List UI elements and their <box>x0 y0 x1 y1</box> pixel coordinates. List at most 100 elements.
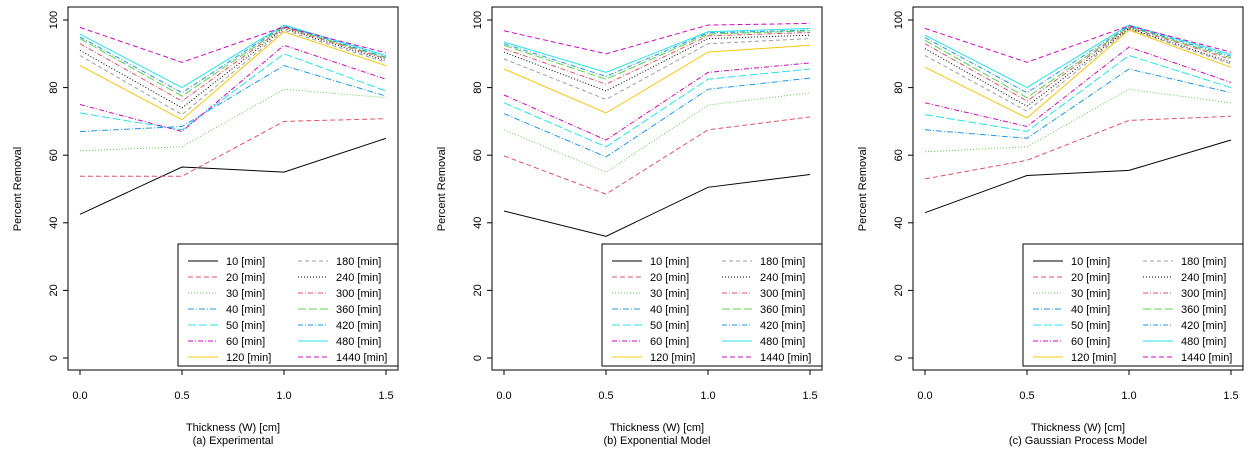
legend-box <box>601 243 823 367</box>
x-tick-label: 0.5 <box>598 390 613 402</box>
plot-frame <box>67 6 399 371</box>
chart-caption: (c) Gaussian Process Model <box>1009 435 1147 447</box>
series-line-360-min <box>503 30 811 80</box>
chart-caption: (b) Exponential Model <box>603 435 710 447</box>
legend-entry: 40 [min] <box>650 304 689 316</box>
legend-entry: 300 [min] <box>760 288 805 300</box>
x-tick-label: 0.0 <box>72 390 87 402</box>
series-line-1440-min <box>79 26 387 63</box>
y-tick-label: 80 <box>472 81 484 93</box>
chart-caption: (a) Experimental <box>193 435 274 447</box>
legend-entry: 180 [min] <box>336 256 381 268</box>
x-tick-label: 0.5 <box>174 390 189 402</box>
series-line-40-min <box>924 68 1232 139</box>
y-tick-label: 60 <box>48 149 60 161</box>
series-line-40-min <box>503 77 811 158</box>
x-axis-label: Thickness (W) [cm] <box>186 422 280 434</box>
y-tick-label: 80 <box>48 81 60 93</box>
series-line-360-min <box>924 26 1232 99</box>
x-tick-label: 1.5 <box>1223 390 1238 402</box>
legend-entry: 30 [min] <box>1071 288 1110 300</box>
legend-entry: 480 [min] <box>760 336 805 348</box>
y-tick-label: 80 <box>893 81 905 93</box>
y-tick-label: 20 <box>48 284 60 296</box>
legend-entry: 120 [min] <box>1071 352 1116 364</box>
y-tick-label: 20 <box>893 284 905 296</box>
legend-entry: 50 [min] <box>650 320 689 332</box>
legend-entry: 60 [min] <box>226 336 265 348</box>
x-tick-label: 1.5 <box>378 390 393 402</box>
legend-box <box>177 243 399 367</box>
legend-entry: 420 [min] <box>760 320 805 332</box>
series-line-30-min <box>79 88 387 152</box>
series-line-30-min <box>503 92 811 173</box>
series-line-300-min <box>503 32 811 85</box>
legend-entry: 50 [min] <box>226 320 265 332</box>
y-tick-label: 60 <box>472 149 484 161</box>
series-line-50-min <box>503 68 811 148</box>
legend-entry: 20 [min] <box>650 272 689 284</box>
legend-entry: 60 [min] <box>1071 336 1110 348</box>
legend-entry: 360 [min] <box>336 304 381 316</box>
legend-entry: 300 [min] <box>336 288 381 300</box>
series-line-420-min <box>79 25 387 94</box>
legend-entry: 240 [min] <box>1181 272 1226 284</box>
legend-entry: 240 [min] <box>336 272 381 284</box>
x-tick-label: 1.5 <box>802 390 817 402</box>
series-line-1440-min <box>503 22 811 55</box>
legend-box <box>1022 243 1244 367</box>
y-tick-label: 0 <box>48 355 60 361</box>
series-line-180-min <box>79 29 387 116</box>
chart-panel-a: 0 20 40 60 80 100 0.0 0.5 1.0 1.5 Percent Removal T… <box>12 6 399 447</box>
chart-panel-b: 0 20 40 60 80 100 0.0 0.5 1.0 1.5 Percent Removal T… <box>436 6 823 447</box>
series-line-480-min <box>503 27 811 73</box>
x-tick-label: 0.5 <box>1019 390 1034 402</box>
series-line-20-min <box>924 115 1232 180</box>
x-tick-label: 1.0 <box>700 390 715 402</box>
plot-frame <box>491 6 823 371</box>
y-tick-label: 0 <box>472 355 484 361</box>
plot-frame <box>912 6 1244 371</box>
series-line-480-min <box>924 24 1232 89</box>
legend-entry: 120 [min] <box>226 352 271 364</box>
series-line-50-min <box>79 53 387 131</box>
legend-entry: 420 [min] <box>336 320 381 332</box>
series-line-60-min <box>503 62 811 141</box>
x-tick-label: 0.0 <box>917 390 932 402</box>
legend-entry: 10 [min] <box>650 256 689 268</box>
legend-entry: 240 [min] <box>760 272 805 284</box>
y-tick-label: 0 <box>893 355 905 361</box>
x-tick-label: 0.0 <box>496 390 511 402</box>
series-line-180-min <box>924 28 1232 112</box>
series-line-360-min <box>79 26 387 97</box>
legend-entry: 480 [min] <box>336 336 381 348</box>
series-line-1440-min <box>924 25 1232 63</box>
legend-entry: 50 [min] <box>1071 320 1110 332</box>
legend-entry: 480 [min] <box>1181 336 1226 348</box>
legend-entry: 420 [min] <box>1181 320 1226 332</box>
series-line-10-min <box>503 174 811 237</box>
legend-entry: 180 [min] <box>1181 256 1226 268</box>
legend-entry: 20 [min] <box>226 272 265 284</box>
y-axis-label: Percent Removal <box>857 147 869 231</box>
legend-entry: 10 [min] <box>226 256 265 268</box>
x-axis-label: Thickness (W) [cm] <box>610 422 704 434</box>
x-tick-label: 1.0 <box>276 390 291 402</box>
series-line-50-min <box>924 54 1232 133</box>
legend-entry: 300 [min] <box>1181 288 1226 300</box>
series-line-60-min <box>79 44 387 133</box>
y-tick-label: 40 <box>48 217 60 229</box>
series-line-30-min <box>924 88 1232 153</box>
y-tick-label: 40 <box>893 217 905 229</box>
legend-entry: 10 [min] <box>1071 256 1110 268</box>
legend-entry: 40 [min] <box>226 304 265 316</box>
series-line-420-min <box>924 25 1232 94</box>
series-line-120-min <box>924 29 1232 119</box>
series-line-120-min <box>503 44 811 114</box>
y-tick-label: 100 <box>893 11 905 29</box>
chart-panel-c: 0 20 40 60 80 100 0.0 0.5 1.0 1.5 Percent Removal T… <box>857 6 1244 447</box>
series-line-20-min <box>503 116 811 195</box>
legend-entry: 120 [min] <box>650 352 695 364</box>
legend-entry: 1440 [min] <box>760 352 811 364</box>
legend-entry: 30 [min] <box>226 288 265 300</box>
